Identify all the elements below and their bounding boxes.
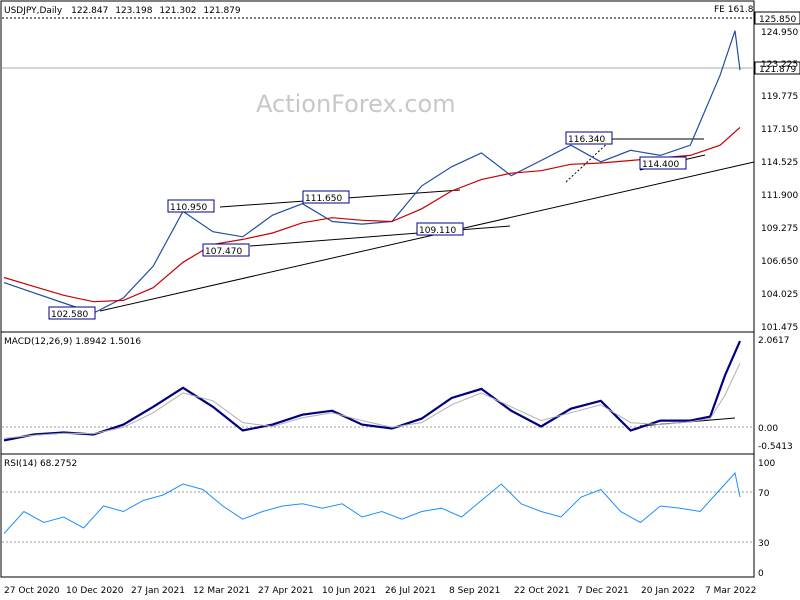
xtick-5: 10 Jun 2021 xyxy=(322,586,376,596)
macd-ytick-zero: 0.00 xyxy=(758,424,778,434)
ytick-101475: 101.475 xyxy=(761,323,798,333)
rsi-ytick-30: 30 xyxy=(758,539,770,549)
xtick-6: 26 Jul 2021 xyxy=(385,586,436,596)
fe-label: FE 161.8 xyxy=(714,5,754,15)
price-series-group xyxy=(3,30,741,314)
macd-ytick-min: -0.5413 xyxy=(758,442,793,452)
price-header: USDJPY,Daily 122.847 123.198 121.302 121… xyxy=(4,6,241,16)
current-price-box: 121.879 xyxy=(754,61,800,75)
svg-text:110.950: 110.950 xyxy=(170,203,207,213)
ytick-111900: 111.900 xyxy=(761,191,798,201)
xtick-8: 22 Oct 2021 xyxy=(514,586,570,596)
rsi-ytick-0: 0 xyxy=(758,569,764,579)
svg-text:121.879: 121.879 xyxy=(759,65,796,75)
ytick-109275: 109.275 xyxy=(761,224,798,234)
macd-y-axis: 2.0617 0.00 -0.5413 xyxy=(758,336,793,452)
price-y-axis: 124.950 123.225 119.775 117.150 114.525 … xyxy=(761,28,798,333)
ma-line xyxy=(3,126,741,303)
price-line xyxy=(3,30,741,314)
ytick-104025: 104.025 xyxy=(761,290,798,300)
macd-series-group xyxy=(3,340,742,442)
svg-text:102.580: 102.580 xyxy=(51,310,88,320)
annotation-110950: 110.950 xyxy=(167,199,215,213)
svg-text:116.340: 116.340 xyxy=(568,135,605,145)
ytick-114525: 114.525 xyxy=(761,158,798,168)
svg-text:107.470: 107.470 xyxy=(205,247,242,257)
rsi-panel-frame xyxy=(0,453,755,578)
ytick-123225: 123.225 xyxy=(761,60,798,70)
annotation-107470: 107.470 xyxy=(202,243,250,257)
macd-panel-frame xyxy=(0,331,755,455)
rsi-series-group xyxy=(3,471,741,534)
x-axis: 27 Oct 2020 10 Dec 2020 27 Jan 2021 12 M… xyxy=(4,586,756,596)
xtick-10: 20 Jan 2022 xyxy=(641,586,695,596)
xtick-1: 10 Dec 2020 xyxy=(66,586,124,596)
xtick-0: 27 Oct 2020 xyxy=(4,586,60,596)
rsi-ytick-100: 100 xyxy=(758,459,775,469)
macd-line xyxy=(3,340,742,442)
xtick-9: 7 Dec 2021 xyxy=(577,586,629,596)
xtick-11: 7 Mar 2022 xyxy=(705,586,756,596)
ytick-119775: 119.775 xyxy=(761,92,798,102)
dashed-trend xyxy=(565,138,613,183)
annotation-114400: 114.400 xyxy=(639,156,687,170)
ytick-117150: 117.150 xyxy=(761,125,798,135)
trendline-long xyxy=(99,161,755,312)
macd-ytick-max: 2.0617 xyxy=(758,336,790,346)
ytick-106650: 106.650 xyxy=(761,257,798,267)
trendline-lower xyxy=(249,225,511,247)
svg-text:111.650: 111.650 xyxy=(305,194,342,204)
ytick-124950: 124.950 xyxy=(761,28,798,38)
annotation-109110: 109.110 xyxy=(416,222,464,236)
macd-header: MACD(12,26,9) 1.8942 1.5016 xyxy=(4,337,141,347)
rsi-header: RSI(14) 68.2752 xyxy=(4,459,77,469)
rsi-y-axis: 100 70 30 0 xyxy=(758,459,775,579)
watermark: ActionForex.com xyxy=(256,90,456,118)
xtick-3: 12 Mar 2021 xyxy=(193,586,250,596)
signal-line xyxy=(3,362,741,439)
svg-text:109.110: 109.110 xyxy=(419,226,456,236)
fe-level-box: 125.850 xyxy=(754,11,800,25)
rsi-ytick-70: 70 xyxy=(758,489,770,499)
rsi-line xyxy=(3,471,741,534)
annotation-111650: 111.650 xyxy=(302,190,350,204)
xtick-2: 27 Jan 2021 xyxy=(131,586,185,596)
annotation-102580: 102.580 xyxy=(48,306,96,320)
svg-text:125.850: 125.850 xyxy=(759,15,796,25)
svg-text:114.400: 114.400 xyxy=(642,160,679,170)
annotation-116340: 116.340 xyxy=(565,131,613,145)
xtick-7: 8 Sep 2021 xyxy=(449,586,500,596)
xtick-4: 27 Apr 2021 xyxy=(258,586,314,596)
